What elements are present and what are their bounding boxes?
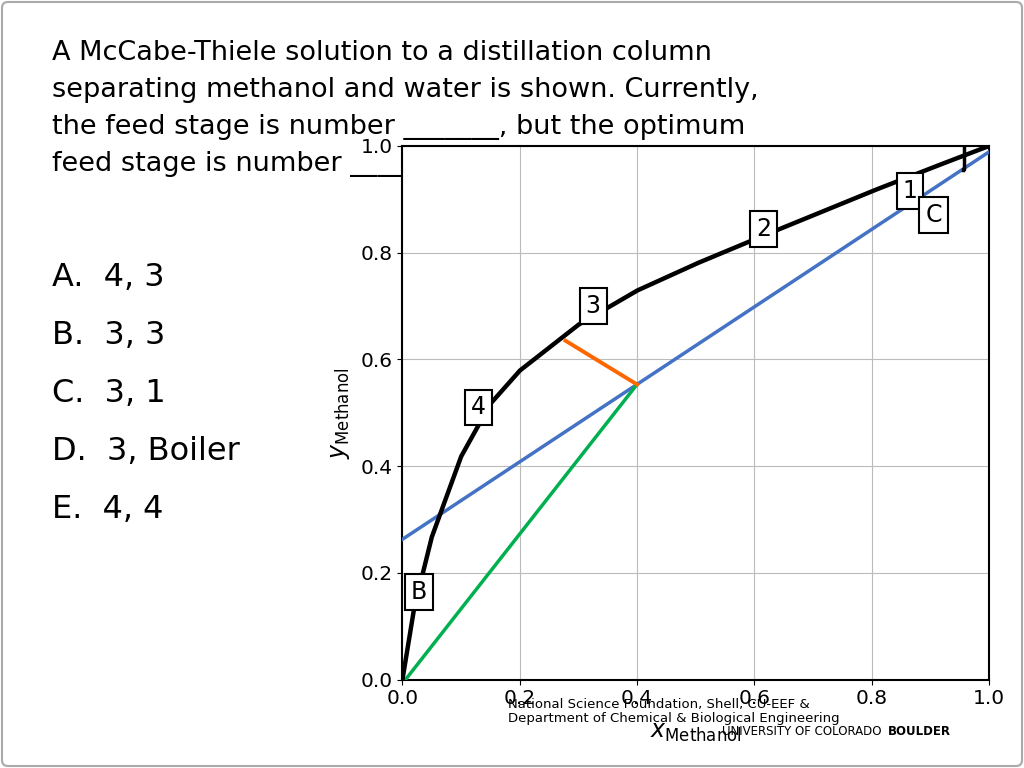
Text: Department of Chemical & Biological Engineering: Department of Chemical & Biological Engi… <box>508 712 840 725</box>
Text: 3: 3 <box>586 294 601 318</box>
Text: UNIVERSITY OF COLORADO: UNIVERSITY OF COLORADO <box>722 725 882 738</box>
X-axis label: $x_{\mathregular{Methanol}}$: $x_{\mathregular{Methanol}}$ <box>650 720 741 743</box>
Text: E.  4, 4: E. 4, 4 <box>52 495 164 525</box>
Text: 4: 4 <box>471 396 486 419</box>
Text: A.  4, 3: A. 4, 3 <box>52 263 165 293</box>
Text: B.  3, 3: B. 3, 3 <box>52 320 165 352</box>
Text: BOULDER: BOULDER <box>888 725 951 738</box>
Y-axis label: $y_{\mathregular{Methanol}}$: $y_{\mathregular{Methanol}}$ <box>329 367 352 458</box>
Text: D.  3, Boiler: D. 3, Boiler <box>52 436 240 468</box>
Text: 2: 2 <box>756 217 771 240</box>
Text: B: B <box>411 580 427 604</box>
Text: A McCabe-Thiele solution to a distillation column
separating methanol and water : A McCabe-Thiele solution to a distillati… <box>52 40 759 177</box>
Text: C.  3, 1: C. 3, 1 <box>52 379 166 409</box>
Text: C: C <box>926 204 942 227</box>
Text: National Science Foundation, Shell, CU-EEF &: National Science Foundation, Shell, CU-E… <box>508 698 810 711</box>
Text: 1: 1 <box>902 179 918 204</box>
